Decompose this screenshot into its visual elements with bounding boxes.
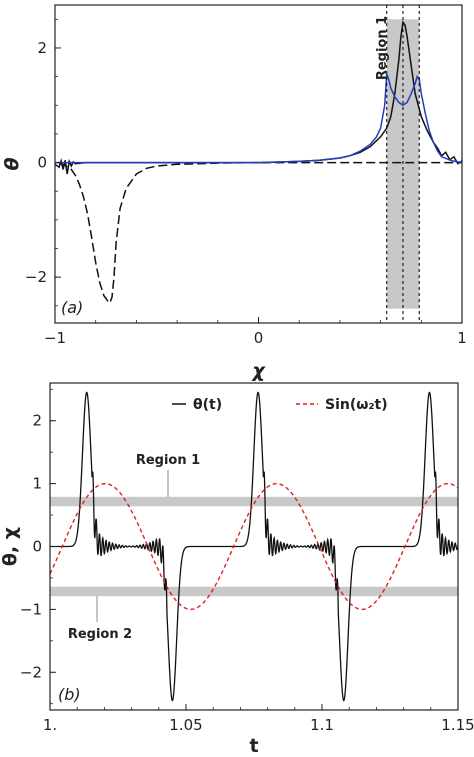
- region-1-label: Region 1: [375, 16, 390, 80]
- x-axis-title-b: t: [249, 735, 258, 757]
- y-tick-label: −2: [25, 268, 47, 286]
- region-1-dotted-lines: [386, 5, 420, 323]
- theta-series: [50, 391, 459, 702]
- b-y-tick-label: −1: [20, 600, 42, 618]
- legend: θ(t) Sin(ω₂t): [172, 397, 388, 413]
- panel-b-series: [49, 391, 459, 702]
- legend-theta-label: θ(t): [193, 397, 222, 413]
- b-x-tick-label: 1.1: [310, 716, 334, 734]
- x-tick-label: −1: [44, 329, 66, 347]
- panel-a-ticks: −1 0 1 −2 0 2: [25, 18, 467, 347]
- x-tick-label: 0: [254, 329, 264, 347]
- panel-b-label: (b): [58, 685, 81, 704]
- region-bands: [50, 496, 458, 597]
- b-x-tick-label: 1.: [43, 716, 57, 734]
- region-annotations: Region 1 Region 2: [68, 453, 200, 642]
- b-y-tick-label: 1: [32, 475, 42, 493]
- region-band-2: [50, 586, 458, 597]
- panel-a-label: (a): [61, 298, 83, 317]
- b-x-tick-label: 1.05: [169, 716, 202, 734]
- region-1-annotation: Region 1: [136, 453, 200, 468]
- region-2-annotation: Region 2: [68, 627, 132, 642]
- x-axis-title: χ: [251, 360, 266, 382]
- panel-a-series: [54, 20, 463, 305]
- y-tick-label: 0: [37, 154, 47, 172]
- panel-a-chart: −1 0 1 −2 0 2 Region 1 (a) χ θ: [1, 4, 467, 382]
- y-axis-title: θ: [1, 157, 23, 170]
- b-x-tick-label: 1.15: [441, 716, 474, 734]
- x-tick-label: 1: [457, 329, 467, 347]
- b-y-tick-label: 0: [32, 538, 42, 556]
- b-y-tick-label: −2: [20, 663, 42, 681]
- panel-b-chart: 1. 1.05 1.1 1.15 −2 −1 0 1 2 θ(t) Sin(ω₂t) Regio…: [0, 382, 474, 757]
- panel-b-ticks: 1. 1.05 1.1 1.15 −2 −1 0 1 2: [20, 388, 474, 734]
- y-tick-label: 2: [37, 39, 47, 57]
- b-y-tick-label: 2: [32, 412, 42, 430]
- panel-a-series-3: [55, 73, 463, 164]
- legend-sin-label: Sin(ω₂t): [325, 397, 388, 413]
- sin-series: [49, 482, 459, 611]
- y-axis-title-b: θ, χ: [0, 527, 21, 566]
- region-band-1: [50, 496, 458, 507]
